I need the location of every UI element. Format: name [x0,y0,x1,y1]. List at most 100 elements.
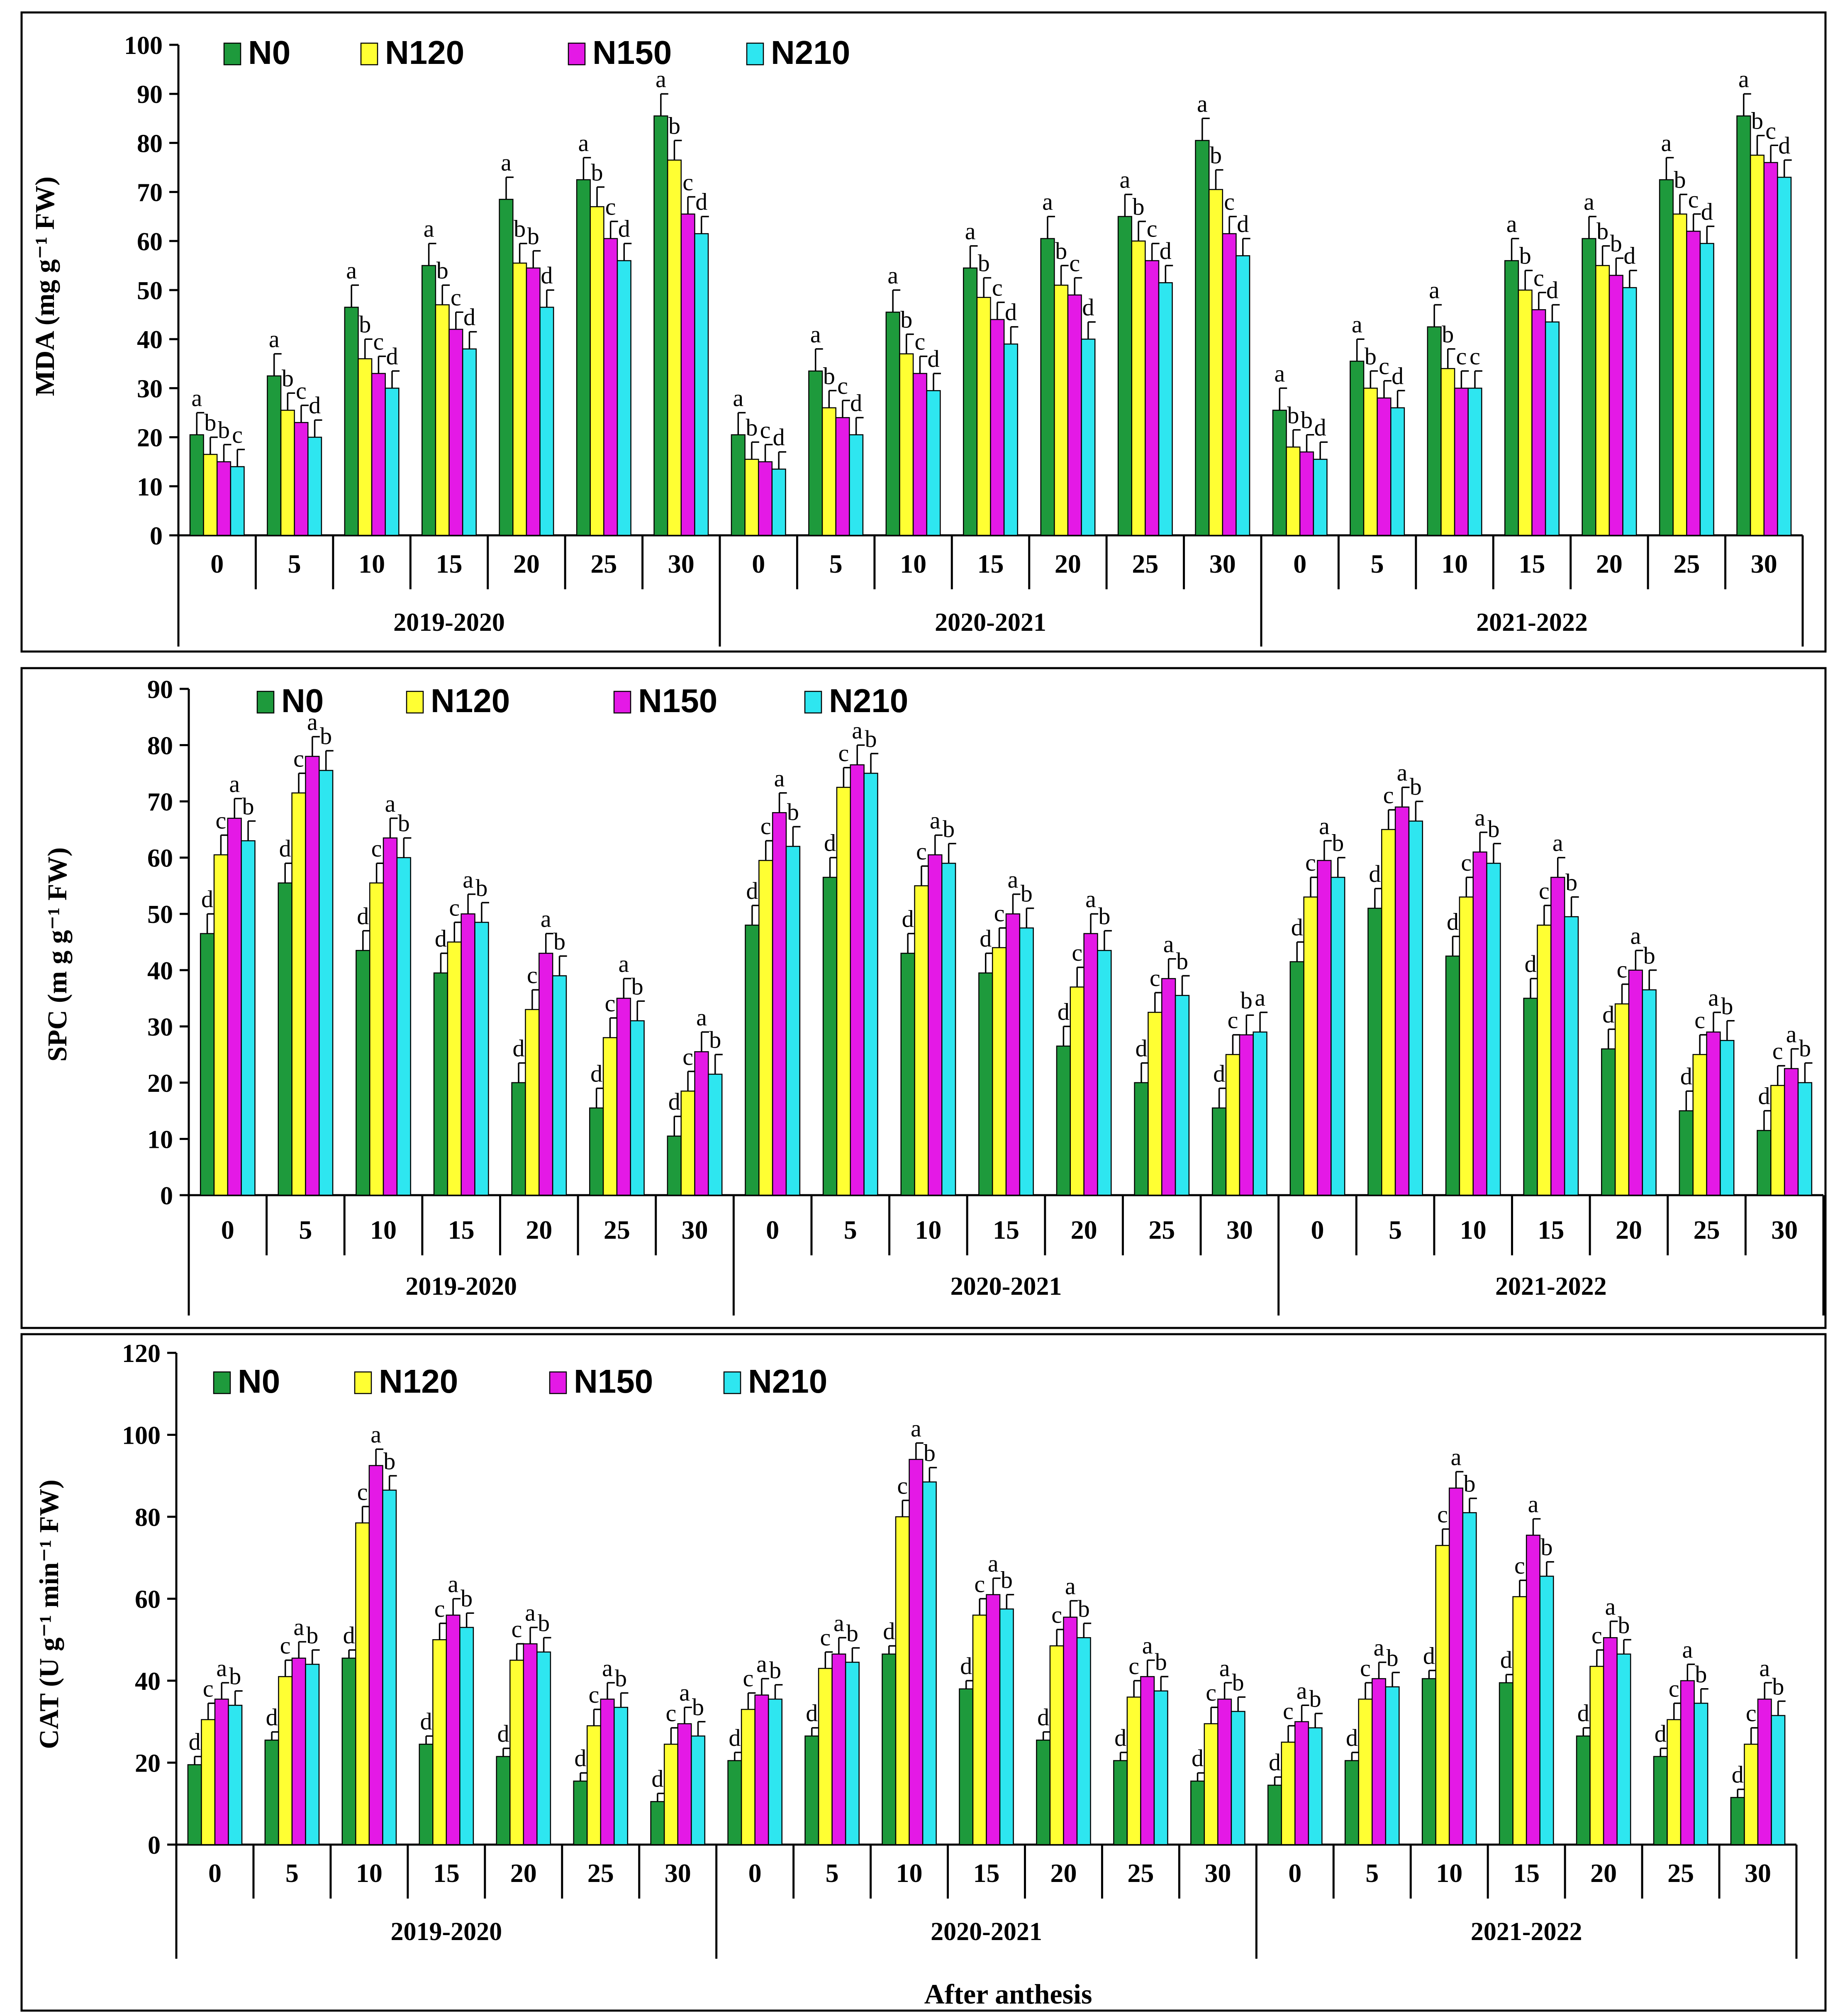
bar-n150 [986,1594,1001,1845]
significance-letter: c [216,807,227,834]
significance-letter: d [618,215,630,242]
bar-n0 [1730,1797,1745,1845]
significance-letter: b [846,1620,858,1647]
panel-frame [20,667,1827,1329]
bar-n150 [368,1465,383,1845]
significance-letter: d [928,345,940,372]
significance-letter: d [980,925,992,952]
bar-n210 [690,1735,706,1845]
bar-n0 [1445,955,1460,1196]
y-axis-title: MDA (mg g⁻¹ FW) [30,176,60,396]
bar-n0 [1523,998,1538,1196]
bar-n210 [785,846,801,1196]
year-label: 2021-2022 [1476,608,1588,637]
y-tick-label: 0 [148,1831,161,1860]
bar-n210 [319,770,334,1196]
bar-n120 [744,459,759,536]
bar-n120 [512,262,527,536]
bar-n0 [808,370,823,536]
bar-n150 [294,422,309,536]
bar-n0 [576,179,591,536]
significance-letter: d [1732,1761,1744,1788]
bar-n120 [1126,1696,1141,1845]
significance-letter: b [924,1440,936,1467]
bar-n0 [959,1688,974,1845]
day-tick-label: 0 [221,1215,234,1245]
bar-n120 [1208,189,1223,536]
significance-letter: c [605,990,616,1017]
bar-n120 [663,1743,678,1845]
significance-letter: a [1142,1632,1153,1659]
bar-n0 [1056,1045,1071,1196]
bar-n150 [1448,1487,1464,1845]
significance-letter: d [1314,414,1326,441]
day-tick-label: 20 [1616,1215,1642,1245]
significance-letter: c [820,1624,831,1651]
significance-letter: a [1219,1655,1230,1682]
significance-letter: b [1098,903,1110,930]
significance-letter: a [1120,166,1131,193]
significance-letter: d [201,886,213,913]
bar-n0 [419,1743,434,1845]
bar-n120 [895,1516,910,1845]
bar-n120 [1070,986,1085,1196]
significance-letter: d [668,1088,680,1115]
significance-letter: d [1291,914,1303,941]
bar-n210 [1777,176,1792,536]
bar-n120 [435,304,450,536]
significance-letter: b [383,1447,395,1474]
y-tick-label: 100 [124,32,163,60]
bar-n210 [1308,1727,1323,1845]
bar-n150 [305,756,320,1196]
bar-n210 [771,469,786,536]
bar-n150 [1083,933,1098,1196]
significance-letter: d [266,1704,278,1730]
significance-letter: a [656,66,666,93]
bar-n0 [1659,179,1674,536]
significance-letter: c [527,962,538,988]
significance-letter: d [902,905,914,932]
significance-letter: b [1232,1669,1244,1696]
bar-n0 [1344,1760,1359,1845]
bar-n0 [1653,1756,1668,1845]
significance-letter: b [1301,407,1313,434]
bar-n120 [586,1725,601,1845]
significance-letter: a [988,1550,999,1577]
bar-n120 [914,885,929,1196]
day-tick-label: 10 [356,1858,383,1888]
day-tick-label: 5 [1365,1858,1379,1888]
bar-n120 [1381,829,1396,1196]
year-label: 2020-2021 [935,608,1046,637]
bar-n150 [772,812,787,1196]
legend-label-n150: N150 [574,1363,653,1400]
significance-letter: b [1610,230,1622,257]
significance-letter: b [1519,242,1531,269]
bar-n120 [1440,368,1455,536]
bar-n0 [745,925,760,1196]
significance-letter: a [346,257,357,284]
day-tick-label: 25 [604,1215,630,1245]
significance-letter: d [590,1060,602,1087]
day-tick-label: 10 [896,1858,923,1888]
significance-letter: a [1506,210,1517,237]
bar-n150 [383,837,398,1196]
significance-letter: b [1464,1470,1476,1497]
bar-n120 [1744,1743,1759,1845]
bar-n120 [1589,1666,1604,1845]
bar-n120 [590,206,604,536]
bar-n0 [341,1657,356,1845]
bar-n0 [1499,1682,1513,1845]
significance-letter: c [1206,1679,1216,1706]
bar-n210 [385,388,400,536]
significance-letter: d [1577,1700,1589,1727]
bar-n210 [941,862,956,1196]
bar-n150 [214,1699,229,1845]
bar-n120 [680,1090,695,1196]
legend-label-n120: N120 [379,1363,458,1400]
bar-n150 [1063,1616,1078,1845]
significance-letter: b [709,1026,721,1053]
significance-letter: d [960,1652,972,1679]
y-tick-label: 0 [160,1182,173,1210]
bar-n120 [278,1676,293,1845]
bar-n0 [433,972,448,1196]
